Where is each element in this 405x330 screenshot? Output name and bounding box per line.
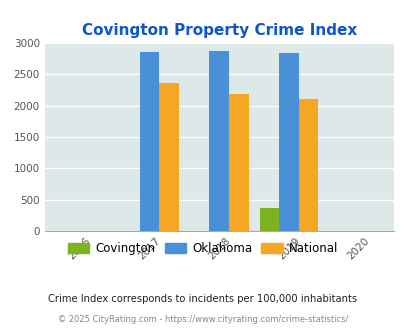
Bar <box>228 94 248 231</box>
Bar <box>298 99 318 231</box>
Bar <box>209 51 228 231</box>
Bar <box>279 53 298 231</box>
Bar <box>259 208 279 231</box>
Bar <box>159 83 178 231</box>
Title: Covington Property Crime Index: Covington Property Crime Index <box>81 22 356 38</box>
Text: © 2025 CityRating.com - https://www.cityrating.com/crime-statistics/: © 2025 CityRating.com - https://www.city… <box>58 315 347 324</box>
Text: Crime Index corresponds to incidents per 100,000 inhabitants: Crime Index corresponds to incidents per… <box>48 294 357 304</box>
Bar <box>139 52 159 231</box>
Legend: Covington, Oklahoma, National: Covington, Oklahoma, National <box>63 237 342 260</box>
